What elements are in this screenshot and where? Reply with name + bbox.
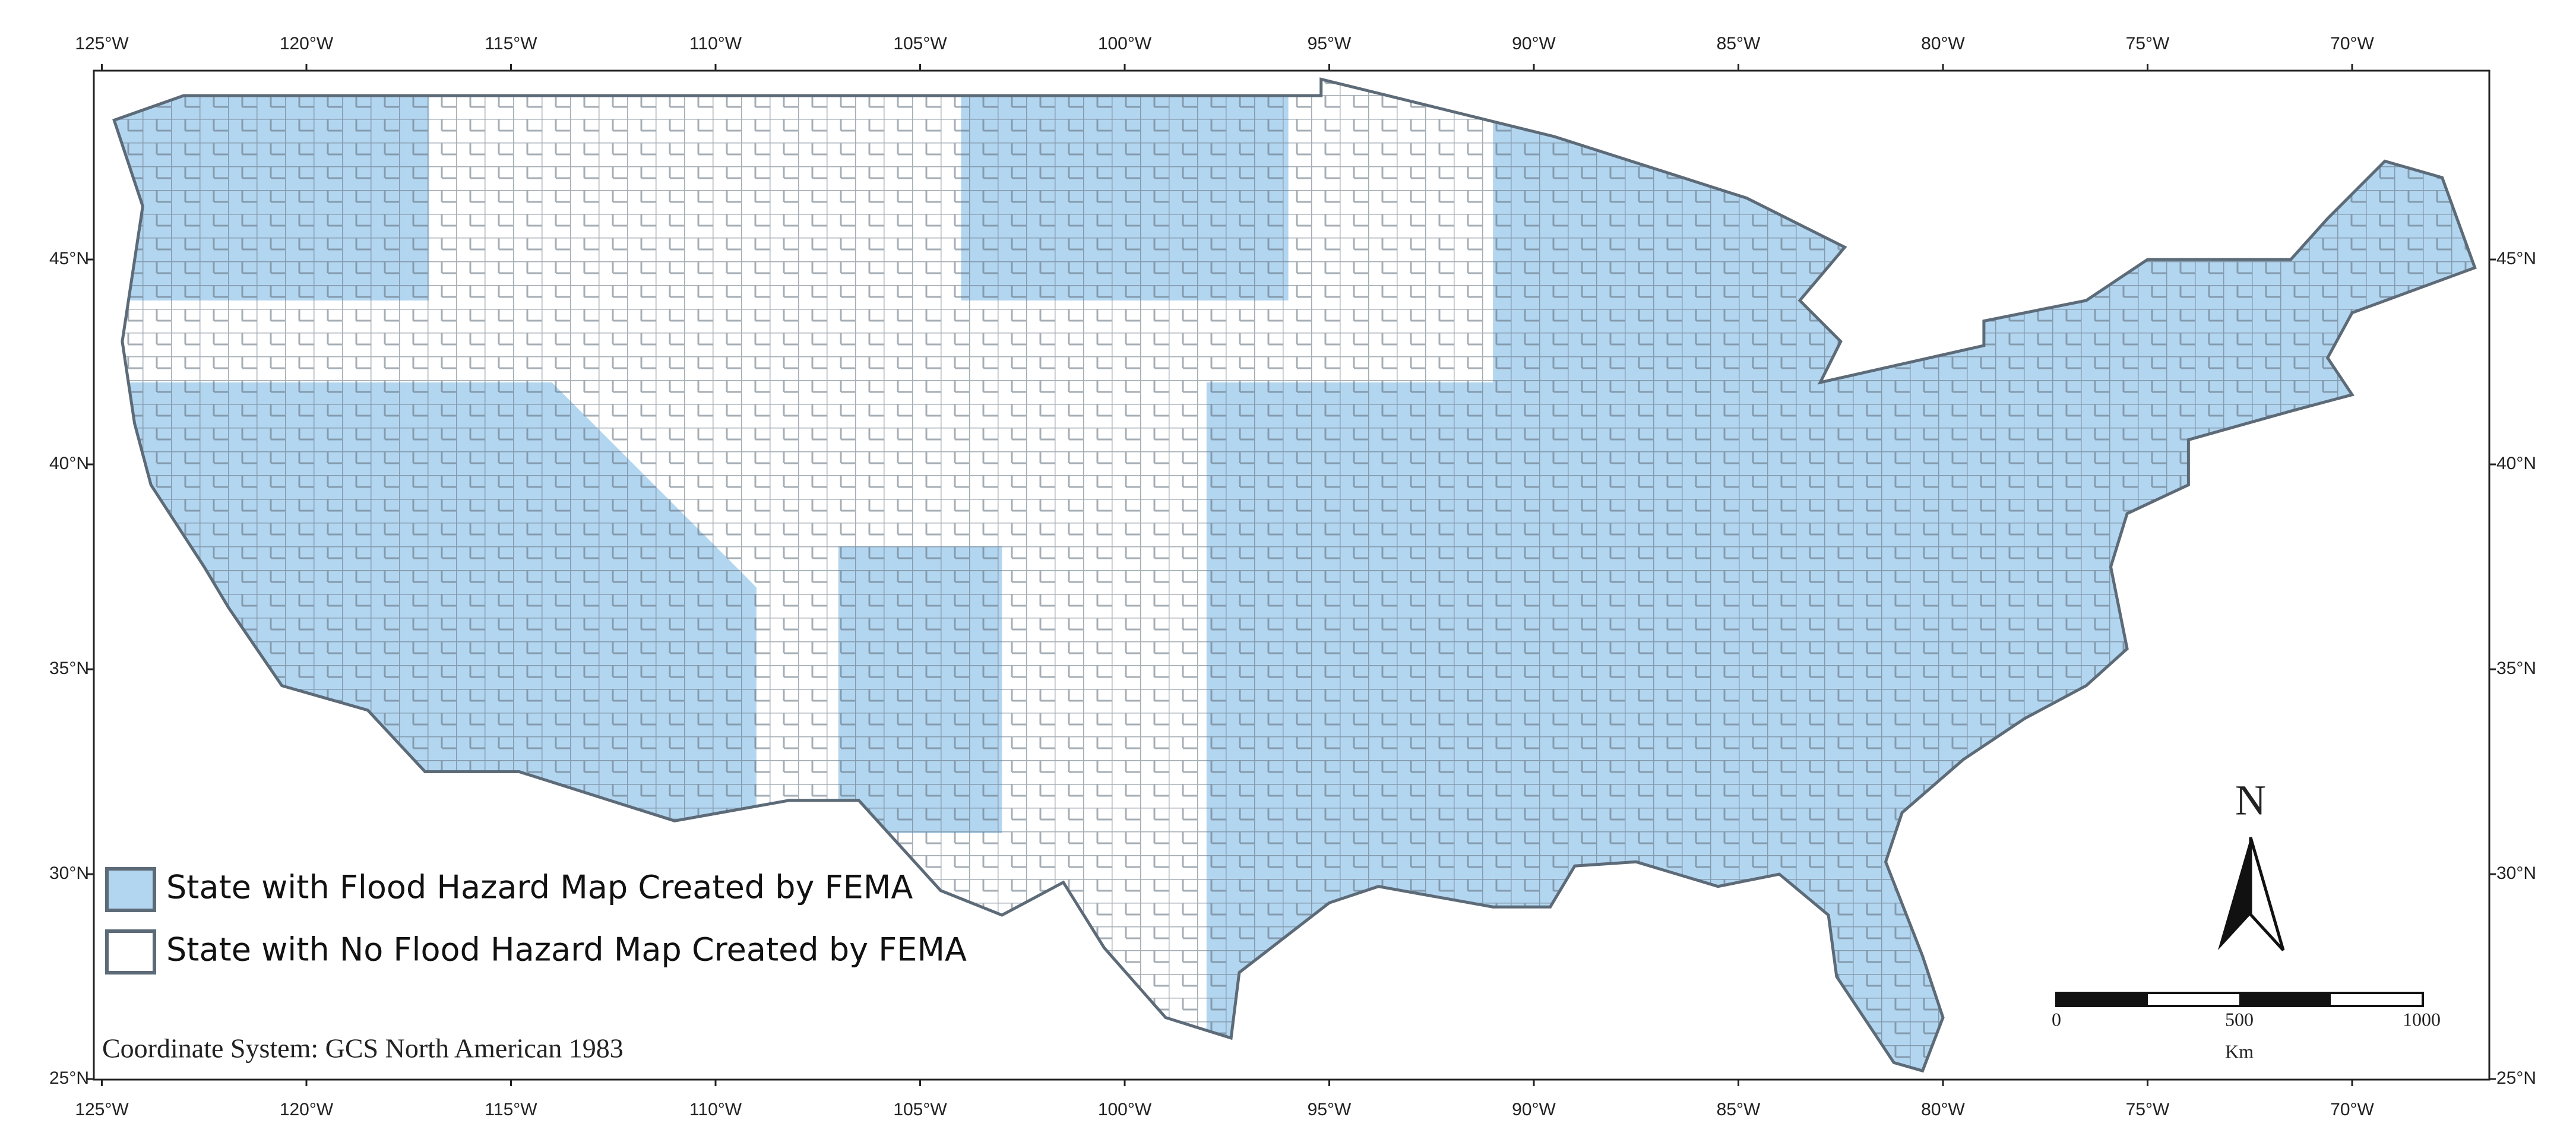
- legend-swatch: [105, 867, 156, 912]
- us-outline: [112, 77, 2477, 1073]
- lon-tick-label: 95°W: [1308, 1100, 1352, 1119]
- lon-tick-label: 120°W: [280, 1100, 334, 1119]
- lon-tick-label: 125°W: [75, 34, 129, 53]
- lon-tick-label: 100°W: [1098, 34, 1152, 53]
- scale-segment: [2239, 993, 2331, 1006]
- lon-tick-label: 110°W: [689, 1100, 742, 1119]
- lat-tick-label: 35°N: [49, 659, 89, 678]
- scale-segment: [2056, 993, 2148, 1006]
- lon-tick-label: 80°W: [1921, 34, 1965, 53]
- map-frame: [93, 69, 2490, 1081]
- north-label: N: [2235, 777, 2266, 824]
- scale-unit: Km: [2225, 1040, 2254, 1062]
- scale-label: 500: [2225, 1008, 2254, 1030]
- scale-label: 1000: [2403, 1008, 2441, 1030]
- lon-tick-label: 75°W: [2126, 1100, 2170, 1119]
- lon-tick-label: 120°W: [280, 34, 334, 53]
- north-arrow: N: [2218, 777, 2285, 951]
- lon-tick-label: 90°W: [1512, 1100, 1556, 1119]
- lat-tick-label: 40°N: [49, 454, 89, 473]
- lon-tick-label: 70°W: [2330, 1100, 2374, 1119]
- legend-swatch: [105, 929, 156, 975]
- lon-tick-label: 80°W: [1921, 1100, 1965, 1119]
- lon-tick-label: 100°W: [1098, 1100, 1152, 1119]
- scale-label: 0: [2052, 1008, 2061, 1030]
- lon-tick-label: 75°W: [2126, 34, 2170, 53]
- lon-tick-label: 105°W: [893, 34, 947, 53]
- coordinate-system: Coordinate System: GCS North American 19…: [102, 1033, 624, 1064]
- arrow-half: [2218, 837, 2251, 950]
- arrow-half: [2249, 837, 2285, 951]
- lon-tick-label: 110°W: [689, 34, 742, 53]
- lat-tick-label: 45°N: [2496, 249, 2536, 268]
- lat-tick-label: 25°N: [2496, 1068, 2536, 1088]
- legend-label: State with No Flood Hazard Map Created b…: [166, 931, 967, 969]
- lon-tick-label: 115°W: [485, 34, 537, 53]
- lat-tick-label: 40°N: [2496, 454, 2536, 473]
- lon-tick-label: 85°W: [1717, 1100, 1761, 1119]
- legend: State with Flood Hazard Map Created by F…: [105, 867, 967, 975]
- lat-tick-label: 30°N: [2496, 863, 2536, 883]
- lon-tick-label: 125°W: [75, 1100, 129, 1119]
- lon-tick-label: 105°W: [893, 1100, 947, 1119]
- scale-bar: 0 500 1000 Km: [2052, 992, 2441, 1062]
- lon-tick-label: 85°W: [1717, 34, 1761, 53]
- lon-tick-label: 90°W: [1512, 34, 1556, 53]
- lat-tick-label: 45°N: [49, 249, 89, 268]
- lon-tick-label: 115°W: [485, 1100, 537, 1119]
- lat-tick-label: 30°N: [49, 863, 89, 883]
- lon-tick-label: 70°W: [2330, 34, 2374, 53]
- lat-tick-label: 35°N: [2496, 659, 2536, 678]
- legend-label: State with Flood Hazard Map Created by F…: [166, 869, 913, 906]
- lat-tick-label: 25°N: [49, 1068, 89, 1088]
- lon-tick-label: 95°W: [1308, 34, 1352, 53]
